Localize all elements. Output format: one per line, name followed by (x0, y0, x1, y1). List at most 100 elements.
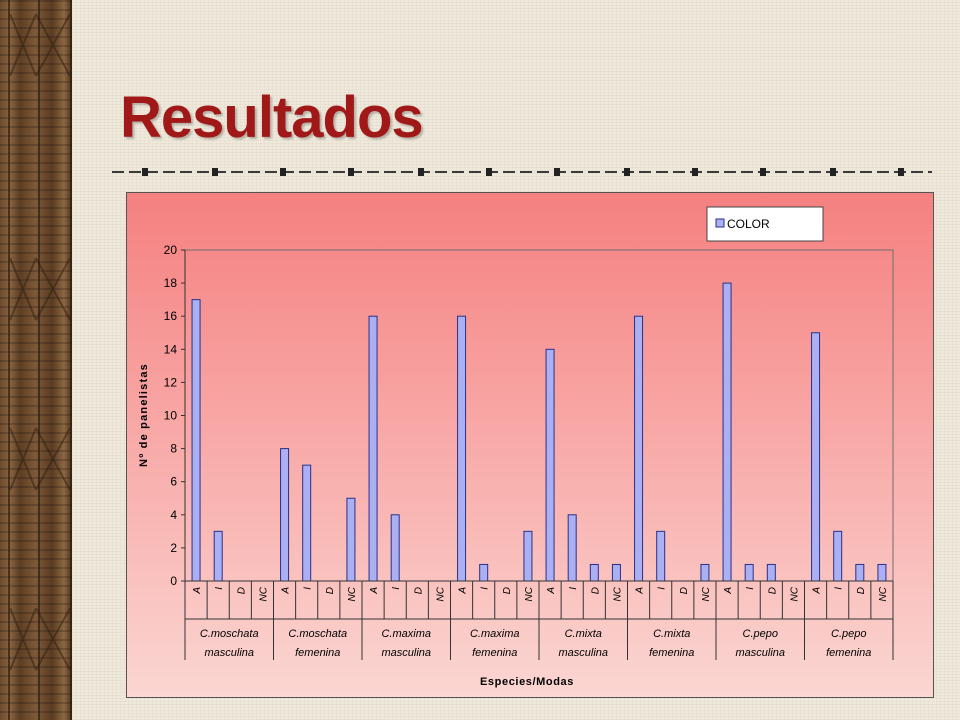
y-tick-label: 2 (170, 541, 177, 555)
bar (744, 563, 754, 582)
x-category-label: A (812, 587, 823, 595)
bar (280, 448, 290, 582)
bar (457, 315, 467, 582)
bar (213, 530, 223, 582)
group-label-species: C.maxima (381, 628, 431, 640)
bar (523, 530, 533, 582)
x-category-label: I (745, 587, 756, 590)
x-category-label: NC (435, 586, 446, 601)
bar-chart: 0 2 4 6 8 10 12 14 16 18 20 A I D NC A I D NC A I D NC A I D NC A I… (127, 193, 933, 697)
x-category-label: A (723, 587, 734, 595)
group-label-sex: masculina (381, 647, 431, 659)
x-category-label: D (236, 587, 247, 594)
x-category-label: D (679, 587, 690, 594)
bar (722, 282, 732, 582)
y-tick-label: 12 (164, 375, 178, 389)
group-label-sex: masculina (204, 647, 254, 659)
chart-container: 0 2 4 6 8 10 12 14 16 18 20 A I D NC A I D NC A I D NC A I D NC A I… (126, 192, 934, 698)
wood-cross-icon (9, 257, 71, 321)
x-category-label: D (325, 587, 336, 594)
x-category-label: D (502, 587, 513, 594)
x-category-label: NC (347, 586, 358, 601)
wood-seam (38, 0, 40, 720)
bar (877, 563, 887, 582)
group-label-sex: masculina (558, 647, 608, 659)
y-axis: 0 2 4 6 8 10 12 14 16 18 20 (164, 243, 186, 588)
y-axis-label: Nº de panelistas (138, 363, 150, 467)
x-category-label: A (369, 587, 380, 595)
x-category-label: I (303, 587, 314, 590)
x-category-label: I (657, 587, 668, 590)
x-axis-label: Especies/Modas (480, 676, 574, 688)
x-category-label: D (590, 587, 601, 594)
bar (346, 497, 356, 582)
bar (766, 563, 776, 582)
x-category-label: NC (701, 586, 712, 601)
wood-seam (70, 0, 72, 720)
x-category-label: I (568, 587, 579, 590)
x-category-label: NC (258, 586, 269, 601)
group-label-species: C.moschata (288, 628, 347, 640)
x-category-label: A (635, 587, 646, 595)
x-category-label: A (546, 587, 557, 595)
bar (390, 514, 400, 582)
x-axis: A I D NC A I D NC A I D NC A I D NC A I D NC A I D NC A I D NC A I D NC… (184, 580, 894, 660)
group-label-sex: masculina (735, 647, 785, 659)
bar (656, 530, 666, 582)
legend: COLOR (706, 206, 824, 242)
group-label-species: C.mixta (653, 628, 690, 640)
group-label-sex: femenina (649, 647, 694, 659)
bar (545, 348, 555, 582)
x-category-label: NC (878, 586, 889, 601)
bar (855, 563, 865, 582)
chart-area-background (127, 193, 933, 697)
legend-box (706, 206, 824, 242)
group-label-species: C.mixta (565, 628, 602, 640)
group-label-species: C.maxima (470, 628, 520, 640)
x-category-label: D (767, 587, 778, 594)
bar (368, 315, 378, 582)
legend-swatch (715, 218, 725, 228)
x-category-label: A (192, 587, 203, 595)
wood-cross-icon (9, 13, 71, 77)
x-category-label: A (458, 587, 469, 595)
wood-border (0, 0, 72, 720)
x-category-label: NC (789, 586, 800, 601)
bar (191, 299, 201, 582)
y-tick-label: 6 (170, 475, 177, 489)
bar (589, 563, 599, 582)
bar (833, 530, 843, 582)
bar (700, 563, 710, 582)
group-label-species: C.moschata (200, 628, 259, 640)
group-label-species: C.pepo (743, 628, 778, 640)
legend-label: COLOR (727, 217, 770, 231)
bar (634, 315, 644, 582)
x-category-label: I (480, 587, 491, 590)
x-category-label: D (856, 587, 867, 594)
y-tick-label: 4 (170, 508, 177, 522)
wood-seam (8, 0, 10, 720)
group-label-species: C.pepo (831, 628, 866, 640)
x-category-label: NC (612, 586, 623, 601)
y-tick-label: 8 (170, 442, 177, 456)
title-divider (112, 168, 932, 176)
group-label-sex: femenina (295, 647, 340, 659)
bar (302, 464, 312, 582)
bar (479, 563, 489, 582)
bar (611, 563, 621, 582)
y-tick-label: 20 (164, 243, 178, 257)
wood-cross-icon (9, 607, 71, 671)
y-tick-label: 16 (164, 309, 178, 323)
x-category-label: NC (524, 586, 535, 601)
y-tick-label: 10 (164, 409, 178, 423)
x-category-label: I (391, 587, 402, 590)
wood-cross-icon (9, 427, 71, 491)
x-category-label: A (281, 587, 292, 595)
y-tick-label: 0 (170, 574, 177, 588)
y-tick-label: 14 (164, 342, 178, 356)
bar (811, 332, 821, 582)
y-tick-label: 18 (164, 276, 178, 290)
bar (567, 514, 577, 582)
x-category-label: D (413, 587, 424, 594)
group-label-sex: femenina (472, 647, 517, 659)
